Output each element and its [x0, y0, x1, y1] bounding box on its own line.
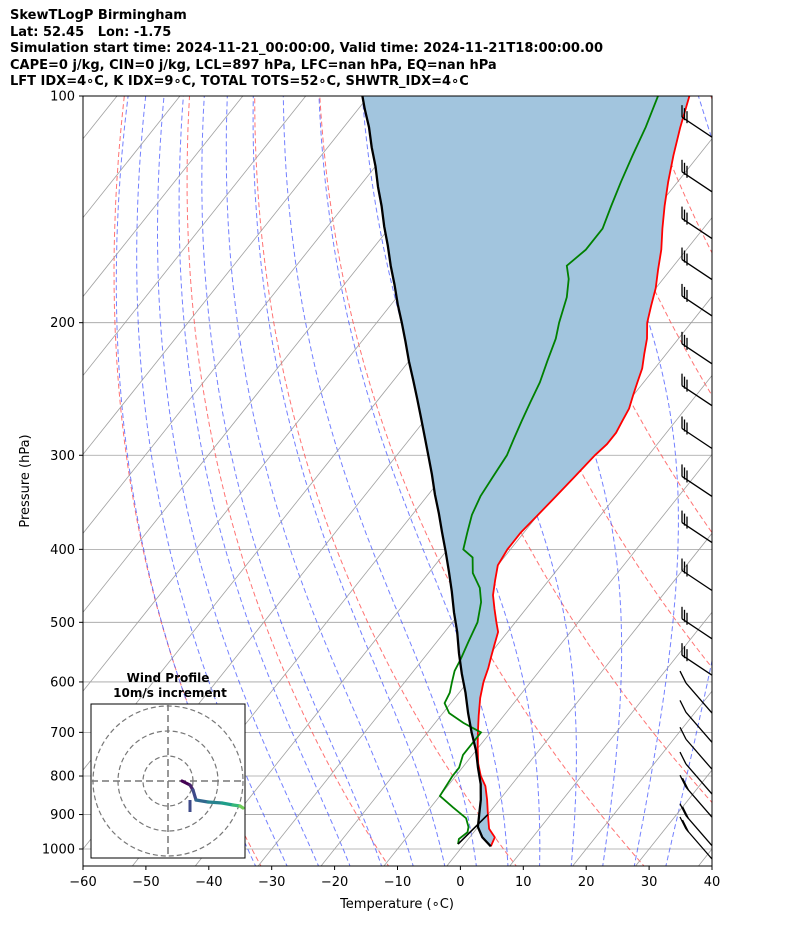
hodograph-segment	[220, 801, 235, 807]
x-tick-label: 40	[704, 875, 721, 890]
inset-plot	[91, 704, 245, 858]
moist-adiabat	[252, 96, 446, 866]
wind-barb-staff	[685, 763, 713, 795]
y-tick-label: 300	[50, 449, 75, 464]
moist-adiabat	[576, 96, 679, 866]
wind-barb-staff	[685, 786, 713, 818]
y-tick-label: 100	[50, 90, 75, 105]
wind-barb-flag	[679, 751, 687, 765]
wind-barb-staff	[685, 682, 713, 714]
wind-barb-flag	[679, 700, 687, 713]
hodograph-segment	[194, 798, 210, 804]
wind-profile-inset	[90, 703, 246, 859]
moist-adiabat	[225, 96, 414, 866]
cape-cin-shading	[362, 96, 690, 847]
isotherm-line	[83, 96, 433, 534]
isotherm-line	[446, 532, 712, 866]
x-tick-label: 20	[578, 875, 595, 890]
wind-barb-flag	[679, 774, 687, 788]
isotherm-line	[0, 79, 68, 868]
y-tick-label: 400	[50, 543, 75, 558]
wind-barb-flag	[681, 777, 690, 791]
inset-subtitle: 10m/s increment	[113, 686, 227, 700]
wind-barb-flag	[679, 670, 687, 684]
moist-adiabat	[178, 96, 351, 866]
isotherm-line	[83, 96, 244, 298]
isotherm-line	[83, 96, 181, 219]
moist-adiabat	[136, 96, 288, 866]
y-tick-label: 700	[50, 726, 75, 741]
x-tick-label: 10	[515, 875, 532, 890]
y-tick-label: 200	[50, 316, 75, 331]
y-tick-label: 800	[50, 770, 75, 785]
isotherm-line	[83, 96, 370, 456]
wind-barb-flag	[681, 806, 690, 819]
dry-adiabat	[769, 79, 794, 868]
wind-barb-flag	[679, 803, 687, 816]
wind-barb-staff	[685, 815, 713, 847]
inset-title: Wind Profile	[127, 671, 210, 685]
dry-adiabat	[710, 96, 712, 101]
y-axis-label: Pressure (hPa)	[18, 434, 33, 527]
wind-barb-flag	[681, 819, 690, 833]
parcel-profile	[361, 96, 492, 848]
hodograph-segment	[206, 800, 224, 805]
x-tick-label: −40	[195, 875, 222, 890]
wind-barbs	[679, 105, 713, 860]
x-tick-label: 30	[641, 875, 658, 890]
isotherm-line	[572, 690, 712, 866]
y-tick-label: 500	[50, 616, 75, 631]
x-tick-label: −10	[384, 875, 411, 890]
cape-line: CAPE=0 j/kg, CIN=0 j/kg, LCL=897 hPa, LF…	[10, 57, 497, 73]
dry-adiabat	[186, 96, 390, 866]
temperature-profile	[476, 96, 691, 847]
isotherm-line	[83, 96, 307, 377]
hodograph-segment	[238, 804, 245, 810]
y-tick-label: 900	[50, 808, 75, 823]
x-tick-label: −50	[132, 875, 159, 890]
moist-adiabat	[157, 96, 320, 866]
wind-barb-staff	[685, 738, 713, 770]
plot-area	[0, 79, 794, 868]
isotherm-line	[697, 848, 712, 866]
chart-header: SkewTLogP Birmingham Lat: 52.45 Lon: -1.…	[10, 8, 603, 91]
lcl-connector	[457, 813, 489, 845]
y-tick-label: 1000	[42, 843, 75, 858]
index-line: LFT IDX=4∘C, K IDX=9∘C, TOTAL TOTS=52∘C,…	[10, 74, 469, 89]
x-tick-label: −20	[321, 875, 348, 890]
hodograph-segment	[191, 788, 198, 802]
x-tick-label: −60	[69, 875, 96, 890]
location-line: Lat: 52.45 Lon: -1.75	[10, 24, 172, 40]
time-line: Simulation start time: 2024-11-21_00:00:…	[10, 41, 603, 56]
wind-barb-flag	[679, 816, 687, 830]
x-axis-label: Temperature (∘C)	[339, 897, 454, 912]
x-tick-label: 0	[456, 875, 464, 890]
wind-barb-staff	[685, 828, 713, 860]
isotherm-line	[320, 374, 712, 866]
isotherm-line	[383, 453, 712, 866]
x-tick-label: −30	[258, 875, 285, 890]
isotherm-line	[509, 611, 712, 866]
wind-barb-flag	[679, 726, 687, 740]
dewpoint-profile	[438, 96, 659, 845]
wind-barb-staff	[685, 711, 713, 743]
axes: −60 −50 −40 −30 −20 −10 0 10 20 30 40 100 200 300 400 5…	[42, 90, 720, 891]
chart-title: SkewTLogP Birmingham	[10, 8, 187, 23]
y-tick-label: 600	[50, 675, 75, 690]
moist-adiabat	[665, 96, 712, 866]
